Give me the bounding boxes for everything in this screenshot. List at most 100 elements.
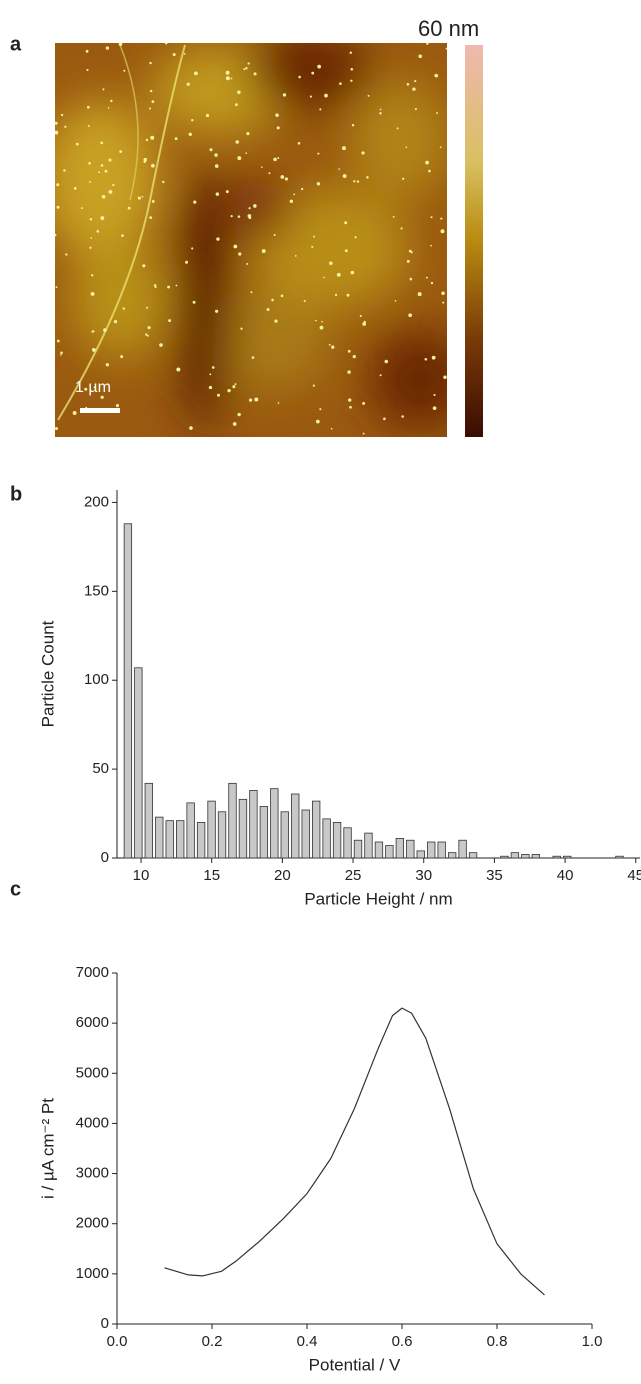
particle — [193, 200, 197, 204]
particle — [104, 169, 108, 173]
particle — [347, 370, 351, 374]
particle — [189, 426, 193, 430]
bar — [447, 852, 457, 859]
particle — [439, 146, 442, 149]
bar — [395, 838, 405, 859]
particle — [153, 284, 157, 287]
particle — [172, 53, 176, 57]
particle — [149, 61, 152, 65]
particle — [55, 426, 59, 431]
colorbar — [465, 45, 483, 437]
particle — [237, 90, 241, 95]
particle — [80, 207, 83, 210]
particle — [253, 72, 257, 76]
bar — [615, 855, 624, 859]
y-tick-label: 2000 — [76, 1215, 109, 1232]
particle — [232, 385, 236, 389]
particle — [248, 207, 251, 210]
particle — [215, 309, 219, 313]
particle — [64, 125, 67, 128]
particle — [55, 233, 57, 237]
particle — [246, 263, 249, 265]
particle — [405, 146, 408, 149]
particle — [303, 299, 306, 303]
bar — [521, 854, 530, 859]
particle — [331, 345, 335, 349]
particle — [120, 355, 124, 359]
particle — [87, 124, 90, 127]
particle — [350, 79, 353, 82]
particle — [319, 108, 322, 111]
bar — [427, 841, 436, 859]
panel-label: b — [10, 483, 22, 505]
particle — [225, 70, 230, 75]
particle — [119, 150, 123, 153]
particle — [315, 319, 317, 322]
particle — [150, 135, 155, 140]
particle — [86, 105, 90, 109]
particle — [176, 367, 181, 372]
particle — [230, 214, 233, 218]
particle — [400, 227, 403, 230]
x-tick-label: 0.8 — [487, 1333, 508, 1350]
particle — [209, 148, 213, 152]
particle — [367, 94, 370, 97]
particle — [137, 196, 141, 200]
particle — [352, 354, 356, 359]
particle — [194, 71, 198, 76]
bar — [280, 811, 289, 859]
bar — [374, 841, 384, 859]
particle — [188, 132, 192, 136]
particle — [408, 313, 412, 318]
bar — [186, 802, 195, 859]
particle — [329, 261, 333, 265]
particle — [225, 190, 229, 194]
y-tick-label: 1000 — [76, 1265, 109, 1282]
particle — [328, 343, 331, 346]
particle — [440, 217, 443, 220]
particle — [251, 356, 255, 359]
particle — [93, 386, 96, 389]
y-tick-label: 6000 — [76, 1014, 109, 1031]
particle — [254, 397, 259, 402]
particle — [233, 244, 238, 249]
particle — [211, 366, 215, 369]
particle — [185, 260, 189, 264]
particle — [342, 174, 347, 179]
particle — [149, 107, 152, 110]
particle — [214, 164, 219, 168]
particle — [351, 124, 355, 127]
particle — [92, 330, 95, 333]
particle — [346, 293, 350, 297]
particle — [86, 68, 89, 71]
x-tick-label: 0.6 — [392, 1333, 413, 1350]
particle — [146, 334, 149, 337]
bar — [301, 809, 310, 859]
particle — [209, 373, 212, 376]
y-tick-label: 0 — [101, 1315, 109, 1332]
x-tick-label: 10 — [133, 867, 150, 884]
particle — [344, 249, 348, 253]
particle — [60, 113, 64, 117]
particle — [246, 132, 250, 136]
particle — [101, 194, 106, 199]
particle — [237, 215, 241, 218]
particle — [191, 247, 194, 250]
particle — [406, 259, 410, 263]
particle — [217, 393, 220, 397]
particle — [336, 272, 341, 277]
particle — [344, 221, 348, 225]
particle — [443, 375, 447, 379]
particle — [150, 163, 155, 168]
bar — [249, 790, 258, 859]
bar — [406, 839, 415, 859]
particle — [284, 177, 288, 181]
particle — [430, 216, 433, 219]
y-tick-label: 0 — [101, 849, 109, 866]
particle — [100, 395, 104, 399]
particle — [294, 255, 297, 257]
particle — [186, 82, 190, 86]
particle — [100, 164, 104, 167]
particle — [379, 112, 382, 115]
